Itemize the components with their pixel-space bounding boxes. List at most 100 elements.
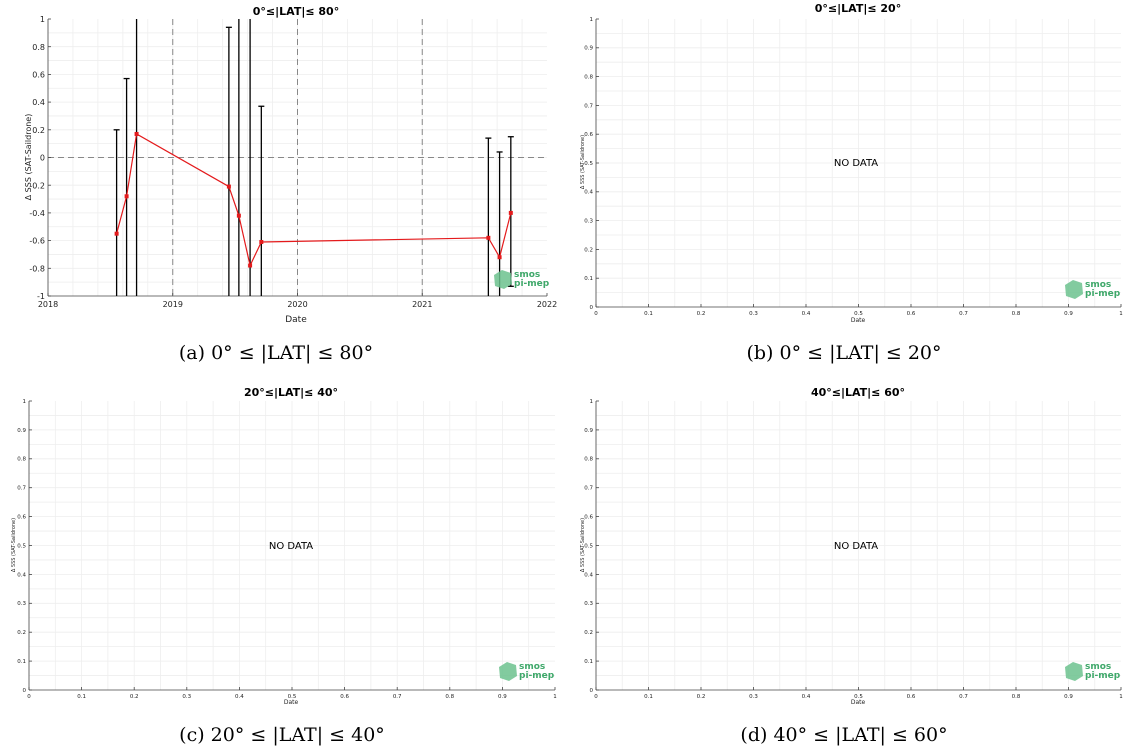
panel-b-caption: (b) 0° ≤ |LAT| ≤ 20° [746, 342, 941, 364]
panel-b-ytick-label: 0.4 [584, 190, 593, 196]
tick-layer: 2018 2019 2020 2021 2022-1-0.8-0.6-0.4-0.200… [17, 15, 1123, 700]
panel-d-xtick-label: 0 [594, 694, 598, 700]
panel-a-series-line [116, 133, 512, 268]
panel-a-xtick-label: 2019 [163, 300, 183, 309]
logo-text-top: smos [519, 662, 545, 672]
panel-d-xtick-label: 0.9 [1064, 694, 1073, 700]
panel-c-nodata: NO DATA [269, 541, 313, 552]
panel-a-ylabel: Δ SSS (SAT-Saildrone) [24, 114, 33, 201]
logo-text-bottom: pi-mep [1085, 289, 1121, 299]
panel-d-ytick-label: 0.5 [584, 543, 593, 549]
panel-b-logo: smos pi-mep [1065, 280, 1121, 299]
panel-d-ytick-label: 0.3 [584, 601, 593, 607]
logo-gem-icon [1065, 280, 1083, 299]
logo-text-top: smos [1085, 662, 1111, 672]
panel-d-xtick-label: 0.6 [907, 694, 916, 700]
panel-c-xtick-label: 0 [27, 694, 31, 700]
logo-gem-icon [494, 270, 512, 289]
panel-d-nodata: NO DATA [834, 541, 878, 552]
panel-a-xtick-label: 2018 [38, 300, 58, 309]
panel-c-xtick-label: 0.5 [288, 694, 297, 700]
panel-c-ytick-label: 0.2 [17, 630, 26, 636]
panel-b-ytick-label: 0 [590, 305, 594, 311]
panel-d-xtick-label: 0.5 [854, 694, 863, 700]
panel-d-ytick-label: 1 [590, 399, 594, 405]
panel-b-ylabel: Δ SSS (SAT-Saildrone) [580, 135, 586, 189]
panel-d-ytick-label: 0.2 [584, 630, 593, 636]
panel-d-ytick-label: 0.8 [584, 457, 593, 463]
panel-c-xtick-label: 0.9 [498, 694, 507, 700]
logo-text-bottom: pi-mep [519, 671, 555, 681]
panel-c-xtick-label: 0.8 [445, 694, 454, 700]
panel-a-logo: smos pi-mep [494, 270, 550, 289]
panel-a-ytick-label: 0 [40, 154, 45, 163]
panel-d-xtick-label: 1 [1119, 694, 1123, 700]
panel-a-data-point [508, 210, 513, 215]
panel-c-ytick-label: 0.3 [17, 601, 26, 607]
panel-c-xtick-label: 0.4 [235, 694, 244, 700]
panel-d-ytick-label: 0.7 [584, 486, 593, 492]
panel-c-ytick-label: 0.6 [17, 514, 26, 520]
panel-a-ytick-label: 1 [40, 15, 45, 24]
panel-a-ytick-label: 0.6 [32, 71, 45, 80]
panel-a-data-point [486, 235, 491, 240]
panel-c-ytick-label: 0.9 [17, 428, 26, 434]
panel-c-xtick-label: 1 [553, 694, 557, 700]
panel-c-ytick-label: 0 [23, 688, 27, 694]
panel-d-xtick-label: 0.1 [644, 694, 653, 700]
panel-a-ytick-label: 0.8 [32, 43, 45, 52]
data-layer [113, 19, 514, 296]
panel-b-xtick-label: 0.9 [1064, 311, 1073, 317]
panel-a-xtick-label: 2021 [412, 300, 432, 309]
panel-a-title: 0°≤|LAT|≤ 80° [253, 5, 339, 18]
panel-b-ytick-label: 0.6 [584, 132, 593, 138]
panel-b-xtick-label: 0.6 [907, 311, 916, 317]
panel-c-xtick-label: 0.2 [130, 694, 139, 700]
panel-a-ytick-label: -1 [37, 292, 45, 301]
panel-b-xlabel: Date [851, 317, 866, 324]
panel-d-logo: smos pi-mep [1065, 662, 1121, 681]
panel-c-ytick-label: 0.5 [17, 543, 26, 549]
panel-a-ytick-label: 0.2 [32, 126, 45, 135]
panel-a-data-point [236, 213, 241, 218]
logo-gem-icon [499, 662, 517, 681]
logo-text-top: smos [514, 270, 540, 280]
panel-d-ytick-label: 0.1 [584, 659, 593, 665]
panel-b-title: 0°≤|LAT|≤ 20° [815, 2, 901, 15]
panel-a-data-point [114, 231, 119, 236]
panel-d-ytick-label: 0 [590, 688, 594, 694]
panel-d-xtick-label: 0.4 [802, 694, 811, 700]
logo-text-bottom: pi-mep [1085, 671, 1121, 681]
panel-a-ytick-label: -0.2 [29, 181, 45, 190]
panel-c-logo: smos pi-mep [499, 662, 555, 681]
grid-layer [29, 19, 1121, 690]
panel-b-ytick-label: 0.1 [584, 276, 593, 282]
panel-a-data-point [259, 239, 264, 244]
panel-b-xtick-label: 1 [1119, 311, 1123, 317]
panel-c-caption: (c) 20° ≤ |LAT| ≤ 40° [179, 724, 385, 746]
panel-a-data-point [226, 184, 231, 189]
panel-c-xtick-label: 0.3 [182, 694, 191, 700]
panel-b-xtick-label: 0.7 [959, 311, 968, 317]
panel-b-ytick-label: 0.2 [584, 247, 593, 253]
panel-c-xtick-label: 0.6 [340, 694, 349, 700]
panel-d-xtick-label: 0.2 [697, 694, 706, 700]
panel-d-ylabel: Δ SSS (SAT-Saildrone) [580, 518, 586, 572]
panel-a-caption: (a) 0° ≤ |LAT| ≤ 80° [179, 342, 373, 364]
panel-b-ytick-label: 0.5 [584, 161, 593, 167]
panel-a-data-point [497, 255, 502, 260]
panel-c-ylabel: Δ SSS (SAT-Saildrone) [11, 518, 17, 572]
panel-a-xtick-label: 2022 [537, 300, 557, 309]
panel-c-xlabel: Date [284, 699, 299, 706]
panel-a-data-point [134, 131, 139, 136]
panel-b-xtick-label: 0.8 [1012, 311, 1021, 317]
panel-d-title: 40°≤|LAT|≤ 60° [811, 386, 905, 399]
panel-a-ytick-label: -0.4 [29, 209, 45, 218]
panel-b-xtick-label: 0.4 [802, 311, 811, 317]
panel-a-data-point [248, 263, 253, 268]
panel-b-nodata: NO DATA [834, 158, 878, 169]
panel-c-ytick-label: 0.1 [17, 659, 26, 665]
panel-c-ytick-label: 0.7 [17, 486, 26, 492]
panel-b-xtick-label: 0.5 [854, 311, 863, 317]
